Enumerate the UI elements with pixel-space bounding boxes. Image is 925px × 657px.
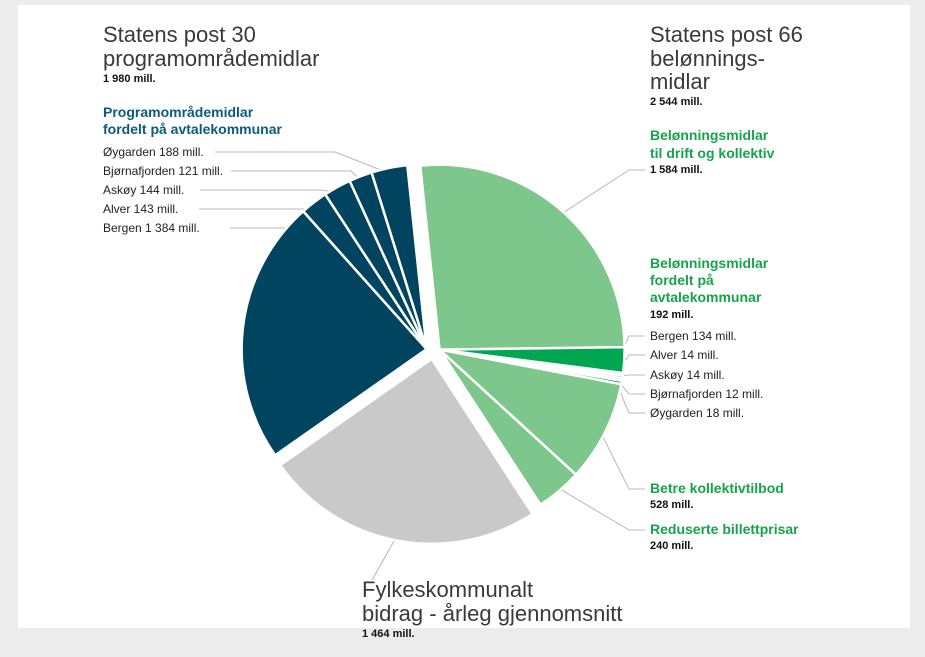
leader-line bbox=[599, 429, 645, 490]
subgroup-title: avtalekommunar bbox=[650, 289, 762, 305]
slice-label: Alver 14 mill. bbox=[650, 348, 719, 362]
subgroup-value: 192 mill. bbox=[650, 309, 693, 321]
slice-label: Bjørnafjorden 121 mill. bbox=[103, 164, 223, 178]
slice-label: Bergen 1 384 mill. bbox=[103, 221, 200, 235]
slice-label: Øygarden 18 mill. bbox=[650, 406, 744, 420]
slice-title: Reduserte billettprisar bbox=[650, 521, 799, 537]
slice-value: 1 584 mill. bbox=[650, 164, 703, 176]
slice-label: Øygarden 188 mill. bbox=[103, 145, 204, 159]
slice-label: Alver 143 mill. bbox=[103, 202, 178, 216]
slice-title: Betre kollektivtilbod bbox=[650, 480, 784, 496]
group-value: 1 464 mill. bbox=[362, 628, 415, 640]
pie-group bbox=[418, 163, 626, 507]
pie bbox=[240, 163, 626, 546]
group-title: Statens post 30 bbox=[103, 22, 256, 47]
subgroup-title: Programområdemidlar bbox=[103, 104, 254, 120]
group-value: 1 980 mill. bbox=[103, 73, 156, 85]
subgroup-title: fordelt på bbox=[650, 272, 714, 288]
subgroup-title: Belønningsmidlar bbox=[650, 255, 769, 271]
slice-label: Askøy 14 mill. bbox=[650, 368, 725, 382]
pie-slice bbox=[438, 348, 578, 507]
group-title: belønnings- bbox=[650, 46, 765, 71]
slice-label: Askøy 144 mill. bbox=[103, 183, 184, 197]
pie-slice bbox=[370, 163, 428, 350]
pie-subgroup bbox=[240, 163, 429, 458]
pie-slice bbox=[240, 209, 429, 458]
leader-line bbox=[215, 151, 391, 175]
slice-value: 528 mill. bbox=[650, 499, 693, 511]
group-title: Statens post 66 bbox=[650, 22, 803, 47]
slice-title: Belønningsmidlar bbox=[650, 127, 769, 143]
subgroup-title: fordelt på avtalekommunar bbox=[103, 121, 282, 137]
group-title: Fylkeskommunalt bbox=[362, 577, 533, 602]
pie-slice bbox=[278, 357, 535, 546]
pie-slice bbox=[418, 163, 626, 351]
slice-label: Bergen 134 mill. bbox=[650, 329, 737, 343]
leader-line bbox=[371, 534, 399, 581]
slice-label: Bjørnafjorden 12 mill. bbox=[650, 387, 763, 401]
pie-group bbox=[240, 163, 429, 458]
slice-title: til drift og kollektiv bbox=[650, 145, 775, 161]
group-title: midlar bbox=[650, 69, 710, 94]
leader-line bbox=[555, 485, 645, 531]
pie-group bbox=[278, 357, 535, 546]
group-title: programområdemidlar bbox=[103, 46, 319, 71]
pie-slice bbox=[435, 347, 623, 477]
group-value: 2 544 mill. bbox=[650, 96, 703, 108]
group-title: bidrag - årleg gjennomsnitt bbox=[362, 601, 622, 626]
slice-value: 240 mill. bbox=[650, 540, 693, 552]
leader-line bbox=[558, 169, 645, 217]
